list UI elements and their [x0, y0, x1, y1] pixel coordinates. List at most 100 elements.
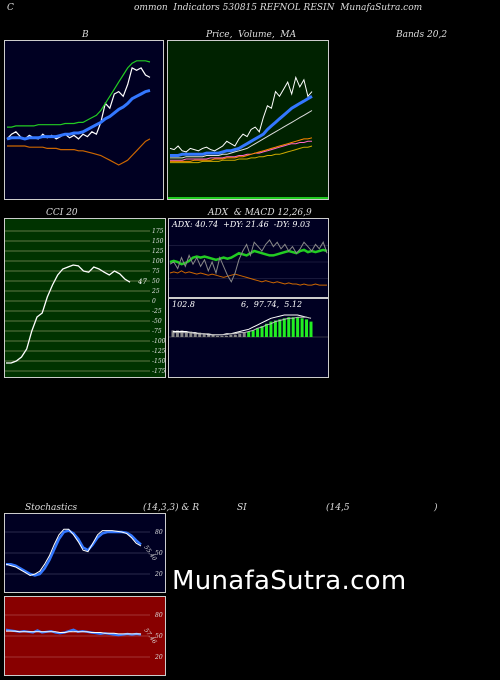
stoch-params: (14,3,3) & R — [143, 503, 200, 513]
cci-tick-2: 125 — [152, 248, 164, 255]
macd-bar-18 — [251, 330, 255, 337]
macd-chart — [169, 314, 328, 338]
stoch-title: Stochastics — [25, 503, 78, 513]
price-line-0 — [169, 75, 313, 153]
macd-bar-13 — [229, 334, 233, 337]
macd-info-a: 102.8 — [172, 300, 195, 309]
rsi-line-1 — [6, 630, 141, 635]
macd-bar-14 — [233, 334, 237, 337]
cci-tick-6: 25 — [151, 288, 160, 295]
adx-line-2 — [169, 239, 328, 283]
cci-last-label: 47 — [137, 278, 147, 286]
macd-bar-2 — [180, 330, 184, 337]
macd-bar-22 — [269, 321, 273, 337]
price-panel — [167, 40, 329, 200]
rsi-params: (14,5 — [326, 503, 350, 513]
macd-bar-28 — [296, 317, 300, 337]
macd-bar-0 — [171, 330, 175, 337]
cci-tick-3: 100 — [152, 258, 164, 265]
macd-bar-23 — [273, 320, 277, 337]
rsi-tick-1: 50 — [155, 633, 163, 640]
rsi-line-0 — [5, 628, 142, 637]
price-chart — [168, 75, 328, 199]
bollinger-chart — [6, 60, 151, 166]
header-title: ommon Indicators 530815 REFNOL RESIN Mun… — [134, 3, 423, 13]
macd-bar-21 — [264, 323, 268, 337]
cci-title: CCI 20 — [46, 208, 78, 218]
bollinger-line-1 — [6, 88, 151, 141]
cci-tick-1: 150 — [152, 238, 164, 245]
macd-bar-29 — [300, 318, 304, 337]
price-line-5 — [170, 145, 313, 164]
stoch-tick-2: 20 — [154, 571, 163, 578]
macd-bar-25 — [282, 318, 286, 337]
cci-tick-9: -50 — [152, 318, 162, 325]
macd-bar-19 — [256, 328, 260, 337]
adx-info: ADX: 40.74 +DY: 21.46 -DY: 9.03 — [172, 220, 311, 229]
cci-tick-0: 175 — [152, 228, 164, 235]
price-line-4 — [170, 137, 313, 162]
macd-bar-15 — [238, 333, 242, 337]
macd-bar-20 — [260, 326, 264, 337]
cci-tick-13: -150 — [152, 358, 165, 365]
stoch-line-1 — [5, 528, 142, 576]
stoch-tick-1: 50 — [155, 550, 163, 557]
price-title: Price, Volume, MA — [206, 30, 297, 40]
adx-line-1 — [169, 270, 327, 286]
macd-panel: 102.8 6, 97.74, 5.12 — [168, 298, 329, 378]
cci-tick-11: -100 — [152, 338, 165, 345]
macd-bar-26 — [287, 317, 291, 337]
macd-bar-17 — [247, 331, 251, 337]
macd-bar-8 — [207, 334, 211, 337]
macd-bar-11 — [220, 335, 224, 337]
macd-bar-27 — [291, 317, 295, 337]
macd-bar-1 — [175, 330, 179, 337]
bollinger-line-0 — [6, 67, 151, 140]
bands-label: Bands 20,2 — [396, 30, 448, 40]
adx-macd-title: ADX & MACD 12,26,9 — [208, 208, 312, 218]
rsi-panel: 80 50 20 57.46 — [4, 596, 166, 676]
cci-tick-4: 75 — [152, 268, 160, 275]
price-line-2 — [170, 110, 313, 159]
macd-bar-3 — [184, 331, 188, 337]
rsi-close: ) — [434, 503, 438, 513]
macd-bar-6 — [198, 332, 202, 337]
adx-chart — [169, 239, 328, 286]
rsi-si: SI — [237, 503, 247, 513]
cci-line — [6, 264, 131, 364]
cci-chart: 175 150 125 100 75 50 25 0 -25 -50 -75 -100 -125 -150… — [5, 228, 165, 375]
rsi-tick-0: 80 — [155, 612, 163, 619]
rsi-tick-2: 20 — [154, 654, 163, 661]
cci-tick-14: -175 — [152, 368, 165, 375]
cci-panel: 175 150 125 100 75 50 25 0 -25 -50 -75 -100 -125 -150… — [4, 218, 166, 378]
stoch-tick-0: 80 — [155, 529, 163, 536]
macd-bar-9 — [211, 334, 215, 337]
header-left: C — [7, 3, 14, 13]
macd-bar-16 — [242, 332, 246, 337]
macd-bar-4 — [189, 331, 193, 337]
macd-line-0 — [173, 314, 312, 336]
macd-line-1 — [173, 316, 312, 336]
bollinger-panel — [4, 40, 164, 200]
macd-bar-31 — [309, 321, 313, 337]
macd-bar-7 — [202, 333, 206, 337]
macd-bar-5 — [193, 332, 197, 337]
macd-bar-10 — [216, 335, 220, 337]
macd-bar-30 — [305, 319, 309, 337]
watermark: MunafaSutra.com — [172, 566, 407, 596]
bollinger-line-3 — [7, 138, 151, 166]
cci-tick-10: -75 — [152, 328, 162, 335]
price-line-3 — [170, 140, 312, 161]
bollinger-line-2 — [7, 60, 151, 128]
cci-tick-5: 50 — [152, 278, 160, 285]
price-line-1 — [170, 95, 313, 157]
cci-tick-7: 0 — [152, 298, 156, 305]
adx-panel: ADX: 40.74 +DY: 21.46 -DY: 9.03 — [168, 218, 329, 298]
cci-tick-8: -25 — [152, 308, 162, 315]
stoch-panel: 80 50 20 55.40 — [4, 513, 166, 593]
bollinger-title: B — [82, 30, 89, 40]
adx-line-0 — [169, 248, 328, 266]
macd-bar-12 — [224, 335, 228, 337]
